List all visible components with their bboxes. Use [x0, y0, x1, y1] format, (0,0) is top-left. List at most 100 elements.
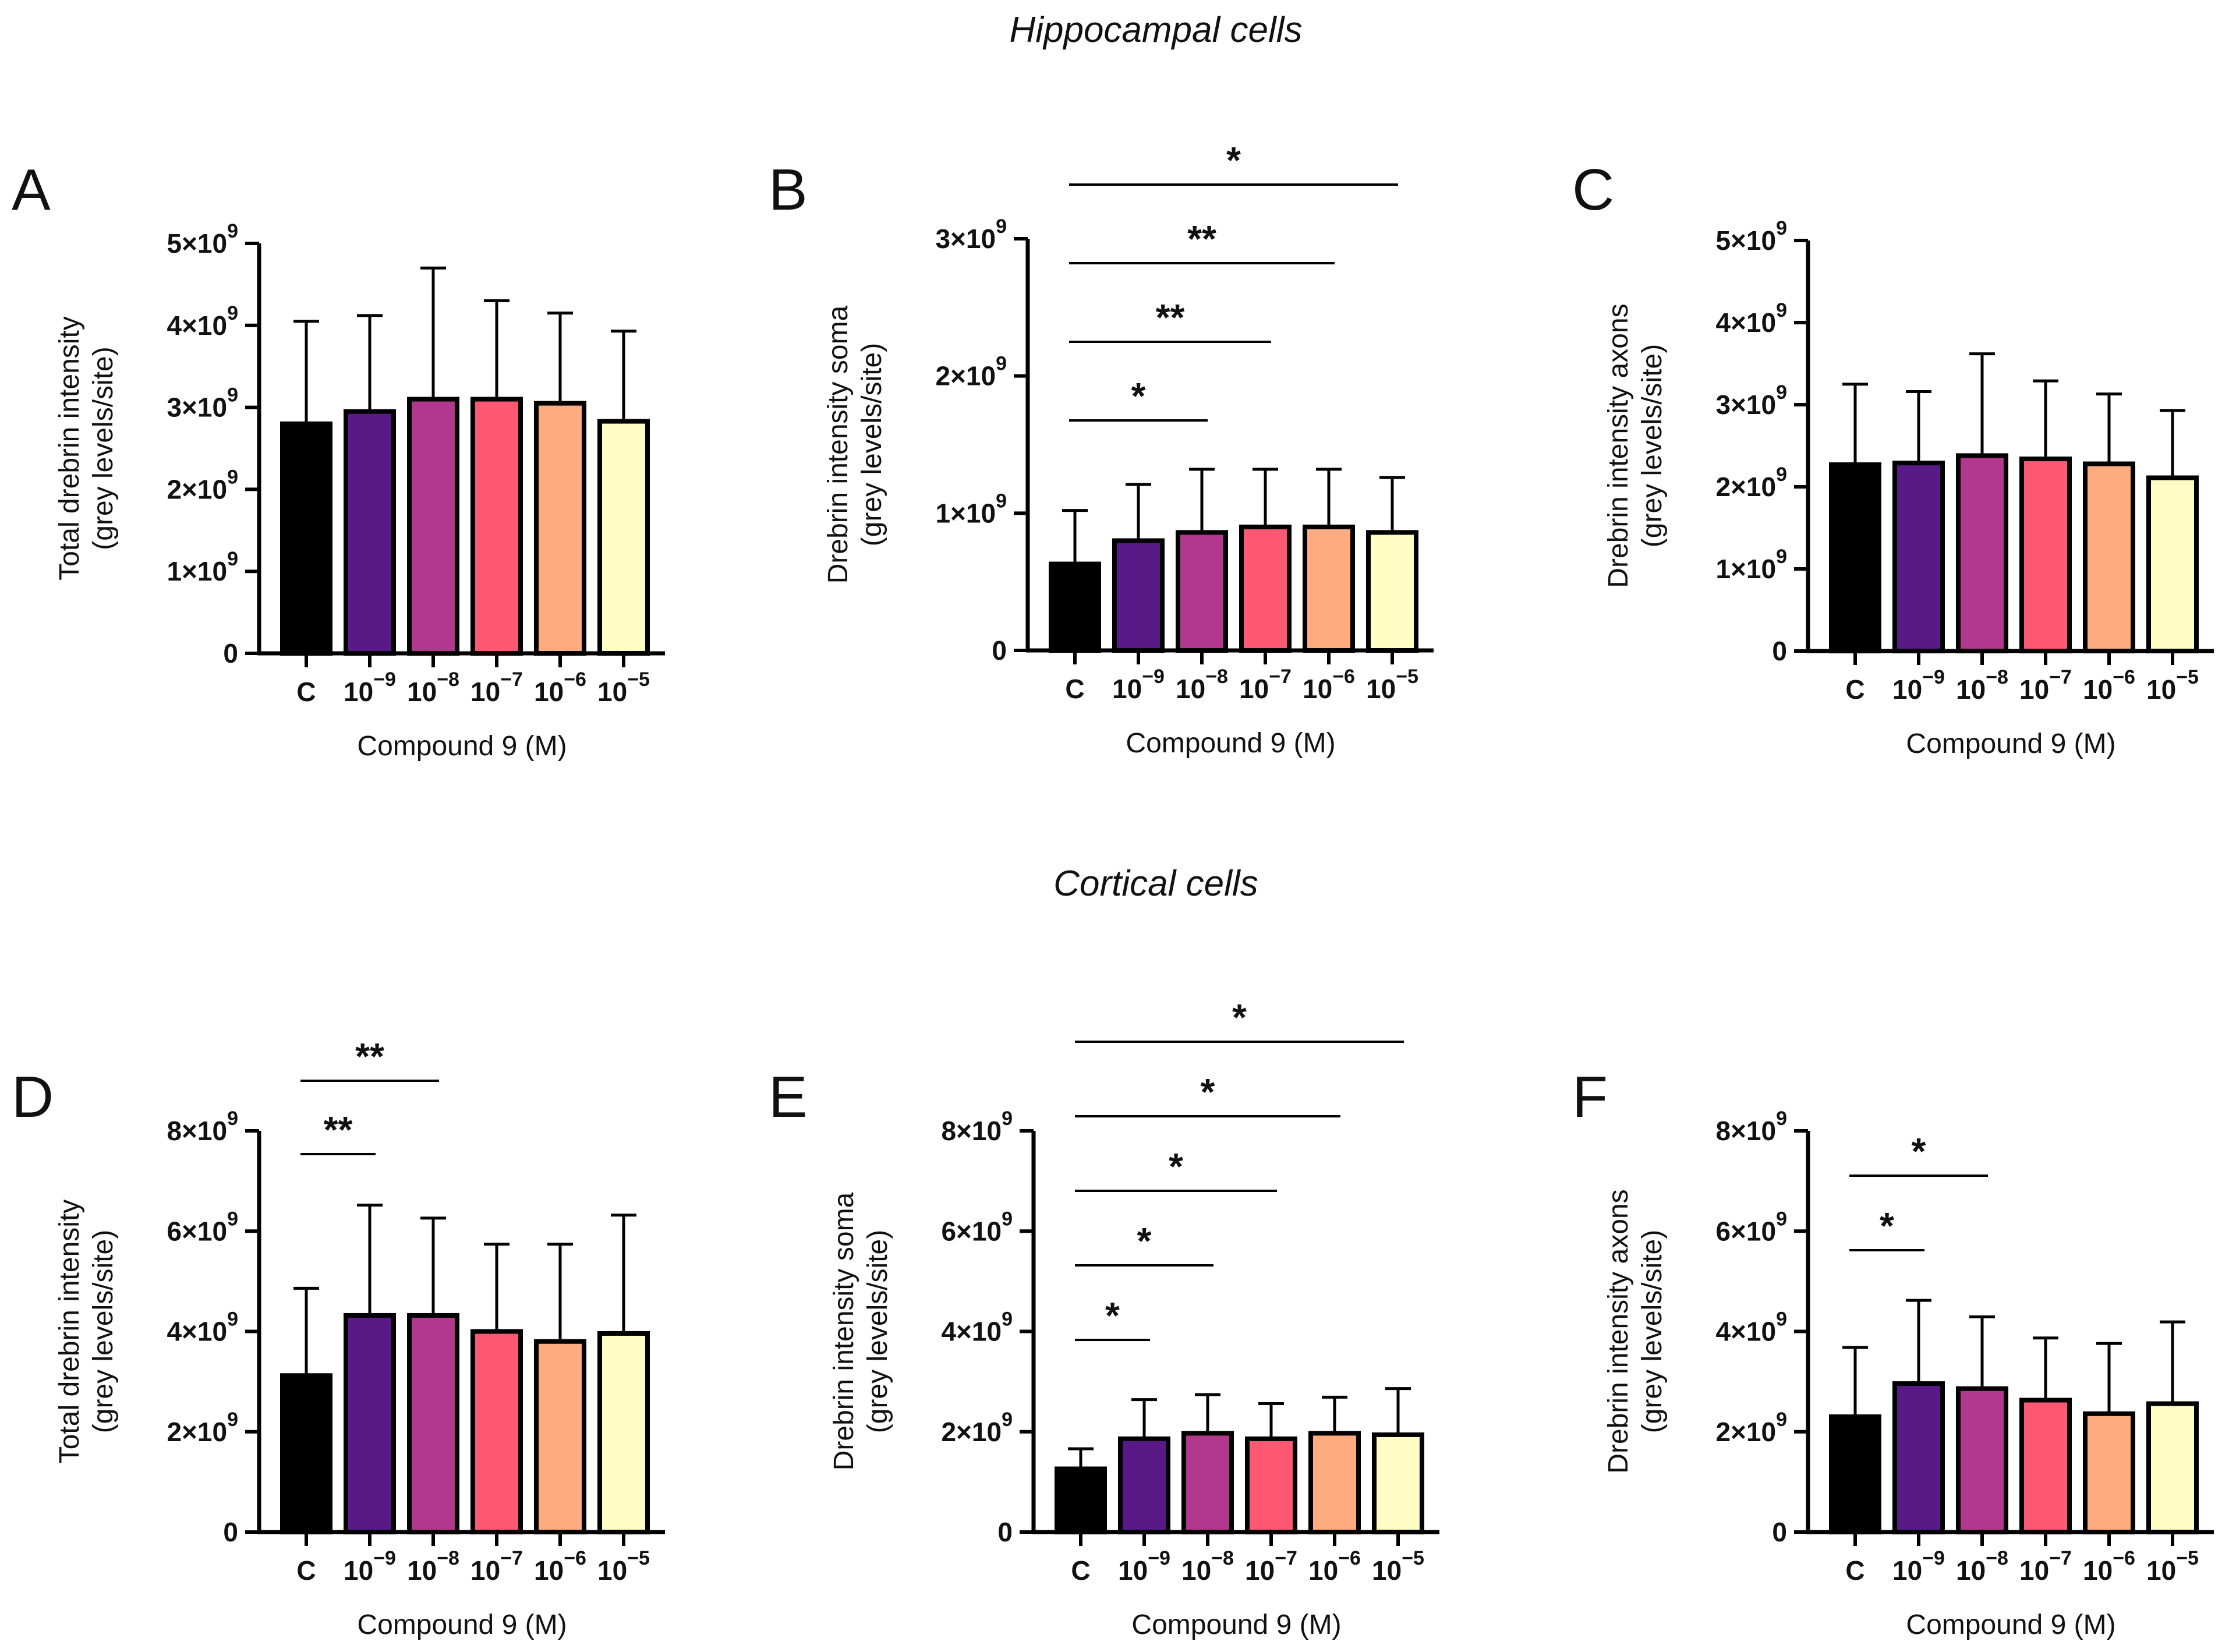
x-tick-exponent: −8 — [1211, 1547, 1234, 1569]
bar — [2019, 1398, 2072, 1534]
x-tick-label: 10−5 — [1372, 1547, 1424, 1586]
x-tick-exponent: −6 — [1332, 666, 1355, 688]
x-tick-exponent: −5 — [2176, 1547, 2199, 1569]
y-axis-title: Total drebrin intensity — [54, 316, 85, 581]
x-tick-label: 10−6 — [2083, 1547, 2135, 1586]
y-tick-label: 4×109 — [167, 302, 238, 341]
y-axis-title: (grey levels/site) — [862, 1230, 893, 1433]
y-tick-label: 2×109 — [1715, 1409, 1787, 1447]
panel-letter: D — [12, 1064, 54, 1130]
bar — [1118, 1436, 1170, 1535]
y-tick-exponent: 9 — [1776, 1308, 1787, 1331]
y-tick-label: 3×109 — [935, 215, 1007, 254]
x-tick-exponent: −6 — [2113, 1547, 2135, 1569]
x-tick-label: 10−7 — [1245, 1547, 1297, 1586]
y-tick-label: 4×109 — [1715, 299, 1787, 338]
x-tick-label: C — [1071, 1555, 1090, 1586]
y-tick-exponent: 9 — [996, 353, 1007, 375]
bar — [1245, 1436, 1297, 1535]
significance-label: ** — [1187, 218, 1216, 260]
section-title-cortical: Cortical cells — [1053, 864, 1258, 904]
y-axis-title: (grey levels/site) — [1637, 1230, 1668, 1433]
panel-letter: E — [769, 1064, 808, 1130]
bar — [280, 1373, 332, 1535]
y-tick-label: 6×109 — [167, 1208, 238, 1246]
bar — [597, 419, 650, 656]
y-tick-label: 4×109 — [941, 1308, 1013, 1347]
significance-label: * — [1105, 1294, 1120, 1336]
y-tick-exponent: 9 — [1776, 217, 1787, 239]
y-tick-exponent: 9 — [1002, 1308, 1013, 1331]
x-tick-label: 10−8 — [1176, 666, 1228, 704]
bar — [1308, 1431, 1361, 1534]
bar — [407, 1313, 459, 1534]
y-tick-exponent: 9 — [1776, 1409, 1787, 1431]
y-tick-label: 3×109 — [1715, 381, 1787, 420]
x-tick-exponent: −5 — [627, 668, 650, 691]
x-tick-label: 10−6 — [534, 668, 586, 707]
x-tick-label: 10−8 — [407, 1547, 459, 1586]
significance-label: * — [1201, 1071, 1215, 1113]
x-tick-label: 10−7 — [2019, 1547, 2072, 1586]
y-tick-label: 1×109 — [167, 548, 238, 586]
x-tick-label: C — [1065, 674, 1084, 704]
significance-label: ** — [355, 1035, 384, 1077]
y-axis-title: (grey levels/site) — [1637, 344, 1668, 547]
x-tick-exponent: −7 — [500, 1547, 523, 1569]
panels: A 0 1×109 2×109 3×109 4×109 5×109 C 10−9 10−8 10−7… — [12, 139, 2214, 1640]
y-tick-label: 0 — [223, 1517, 238, 1547]
x-tick-exponent: −5 — [1396, 666, 1418, 688]
bar — [1956, 1386, 2008, 1535]
x-tick-exponent: −8 — [437, 1547, 459, 1569]
x-axis-title: Compound 9 (M) — [357, 731, 567, 762]
y-tick-exponent: 9 — [227, 1208, 238, 1230]
bar — [280, 421, 332, 656]
bar — [1181, 1431, 1234, 1534]
y-axis-title: Drebrin intensity soma — [829, 1192, 859, 1470]
y-tick-label: 8×109 — [167, 1108, 238, 1146]
bar — [1372, 1432, 1424, 1534]
y-tick-label: 6×109 — [1715, 1208, 1787, 1246]
significance-label: * — [1226, 139, 1241, 181]
y-tick-exponent: 9 — [1776, 299, 1787, 321]
x-tick-label: 10−7 — [470, 668, 523, 707]
x-tick-exponent: −5 — [2176, 666, 2199, 688]
x-tick-label: 10−5 — [2146, 666, 2199, 705]
y-tick-exponent: 9 — [1776, 464, 1787, 486]
y-tick-exponent: 9 — [227, 1108, 238, 1130]
y-axis-title: Total drebrin intensity — [54, 1200, 85, 1464]
bar — [2146, 1401, 2199, 1535]
panel-letter: C — [1572, 157, 1614, 222]
bar — [1303, 524, 1355, 653]
x-tick-label: 10−8 — [1956, 666, 2008, 705]
y-tick-label: 6×109 — [941, 1208, 1013, 1246]
x-tick-exponent: −7 — [2049, 666, 2072, 688]
x-axis-title: Compound 9 (M) — [1906, 728, 2115, 759]
bar — [1055, 1466, 1107, 1534]
bar — [1049, 561, 1101, 653]
x-tick-exponent: −9 — [373, 1547, 396, 1569]
y-tick-exponent: 9 — [227, 1409, 238, 1431]
x-tick-label: 10−6 — [2083, 666, 2135, 705]
y-tick-exponent: 9 — [1002, 1108, 1013, 1130]
x-tick-exponent: −5 — [1402, 1547, 1424, 1569]
x-tick-exponent: −8 — [1986, 666, 2008, 688]
bar — [534, 1339, 586, 1535]
y-tick-label: 2×109 — [167, 466, 238, 504]
y-tick-label: 5×109 — [1715, 217, 1787, 256]
y-tick-exponent: 9 — [996, 490, 1007, 512]
x-tick-exponent: −7 — [1269, 666, 1292, 688]
panel-letter: B — [769, 157, 808, 222]
x-tick-exponent: −9 — [1148, 1547, 1170, 1569]
panel-letter: F — [1572, 1064, 1608, 1130]
y-tick-label: 4×109 — [167, 1308, 238, 1347]
y-axis-title: (grey levels/site) — [88, 346, 119, 550]
y-tick-exponent: 9 — [1776, 381, 1787, 404]
y-tick-label: 2×109 — [935, 353, 1007, 391]
x-tick-exponent: −9 — [373, 668, 396, 691]
y-tick-exponent: 9 — [227, 220, 238, 242]
y-tick-exponent: 9 — [1776, 1208, 1787, 1230]
x-tick-label: 10−5 — [1366, 666, 1418, 704]
panel-a: A 0 1×109 2×109 3×109 4×109 5×109 C 10−9 10−8 10−7… — [12, 157, 665, 762]
